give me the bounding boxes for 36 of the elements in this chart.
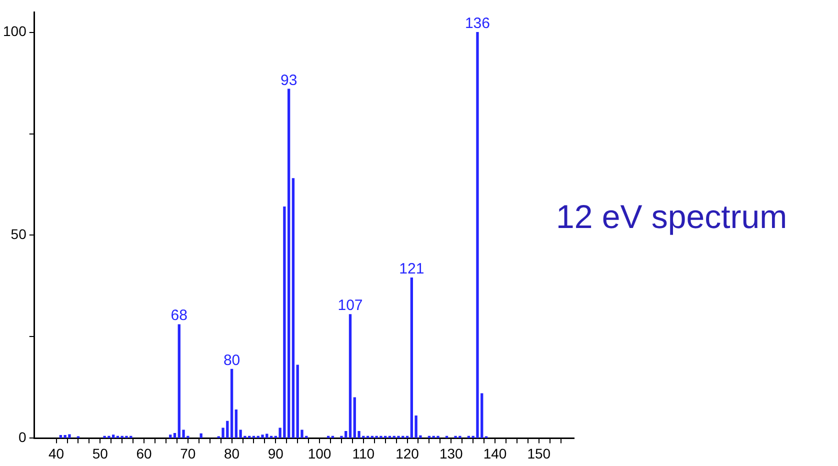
bar — [292, 178, 295, 438]
x-tick-label: 150 — [527, 445, 551, 462]
x-tick-label: 110 — [352, 445, 375, 462]
y-tick-label: 0 — [18, 429, 27, 446]
bar — [348, 314, 352, 438]
text: 12 eV spectrum — [556, 198, 788, 236]
bar — [200, 433, 202, 438]
bar — [125, 436, 128, 438]
x-tick-label: 40 — [48, 445, 64, 462]
annotation: 80 — [223, 352, 240, 369]
x-tick-label: 80 — [224, 445, 240, 462]
x-tick-label: 140 — [483, 445, 507, 462]
bar — [173, 433, 176, 438]
bar — [234, 409, 238, 438]
x-tick-label: 60 — [136, 445, 152, 462]
bar — [261, 434, 264, 438]
bar — [230, 368, 234, 438]
x-tick-label: 50 — [92, 445, 108, 462]
bar — [169, 434, 172, 438]
y-tick-label: 100 — [3, 23, 27, 40]
x-tick-label: 90 — [268, 445, 284, 462]
annotation: 136 — [464, 14, 490, 32]
x-tick-label: 130 — [439, 445, 464, 462]
annotation: 121 — [399, 260, 424, 278]
bar — [476, 32, 479, 438]
annotation: 93 — [280, 72, 298, 89]
y-tick-label: 50 — [10, 226, 27, 242]
bar — [397, 436, 400, 438]
bar — [59, 435, 62, 438]
annotation: 68 — [170, 307, 188, 324]
bar — [287, 88, 290, 438]
x-tick-label: 120 — [396, 445, 420, 462]
bar — [436, 436, 440, 438]
annotation: 107 — [338, 297, 363, 314]
x-tick-label: 100 — [308, 445, 332, 462]
x-tick-label: 70 — [180, 445, 196, 462]
